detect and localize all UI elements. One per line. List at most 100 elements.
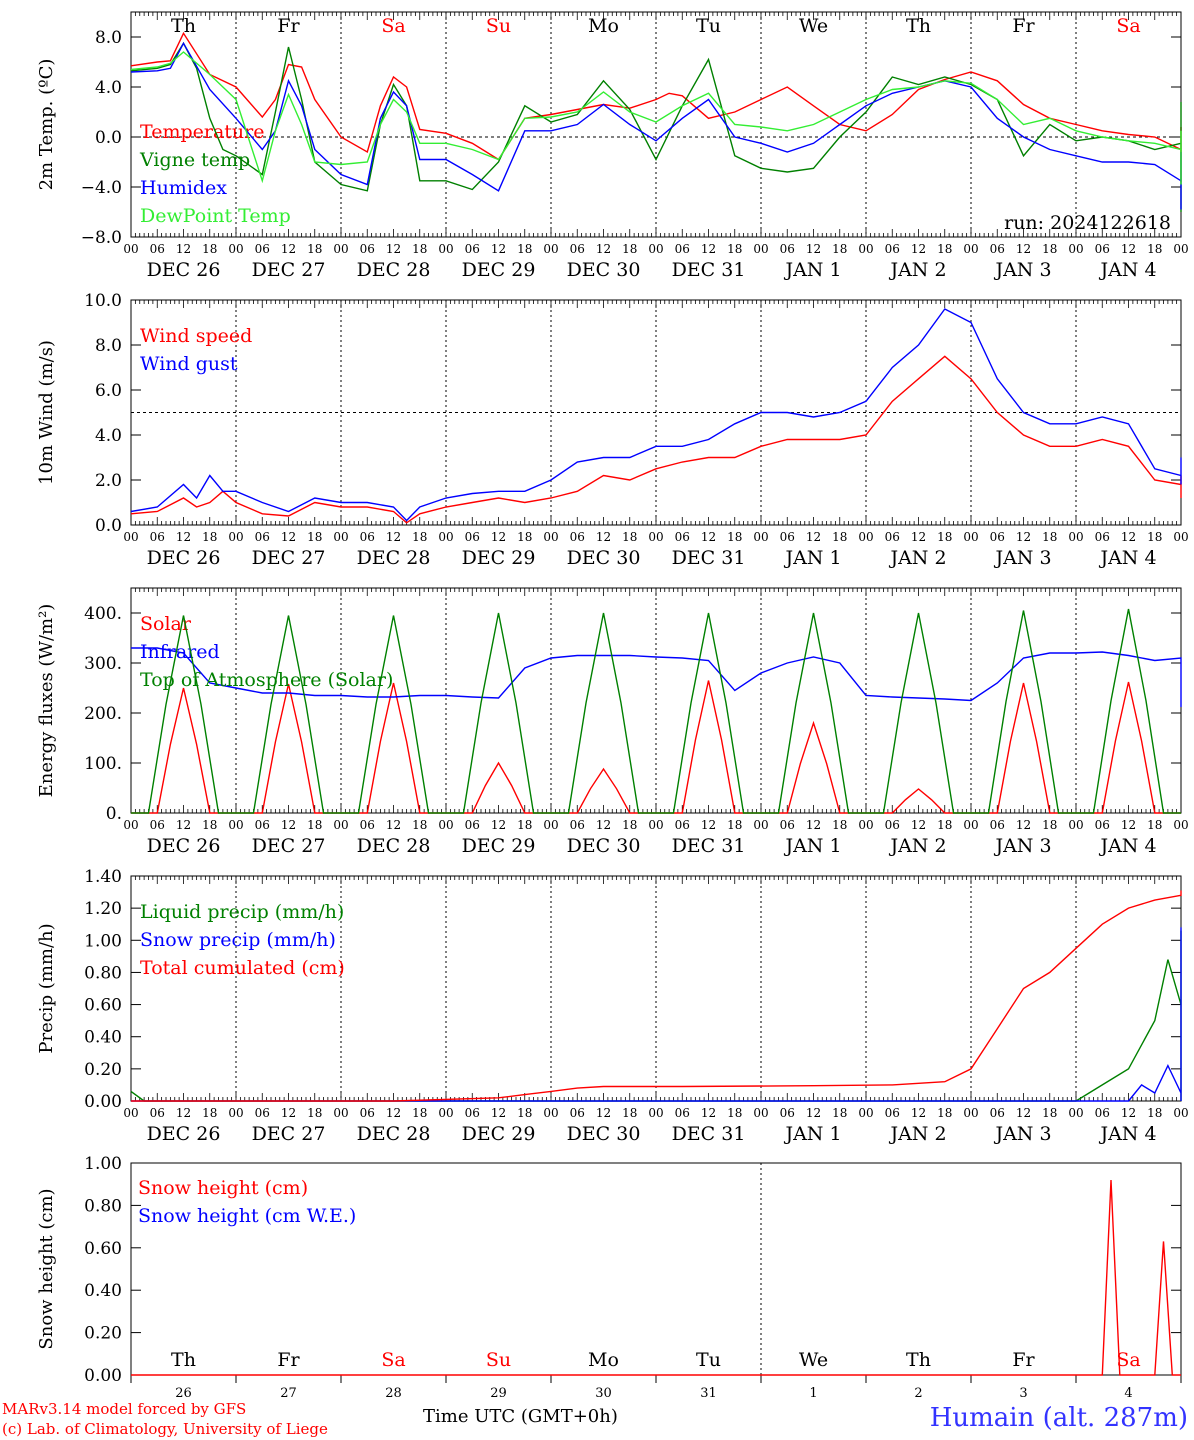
hour-label: 12 [806, 818, 821, 832]
hour-label: 18 [1147, 1106, 1162, 1120]
y-tick-label: 0.0 [95, 128, 122, 148]
date-label: DEC 29 [462, 835, 536, 857]
date-label: JAN 3 [993, 1123, 1051, 1145]
legend-entry: Snow height (cm) [138, 1177, 308, 1199]
hour-label: 06 [675, 1106, 690, 1120]
hour-label: 00 [438, 530, 453, 544]
y-tick-label: 0.80 [84, 1196, 122, 1216]
legend-entry: Wind gust [140, 353, 238, 375]
hour-label: 12 [701, 530, 716, 544]
hour-label: 06 [990, 1106, 1005, 1120]
hour-label: 12 [386, 242, 401, 256]
day-number-label: 2 [914, 1386, 922, 1400]
hour-label: 12 [1016, 1106, 1031, 1120]
weekday-label: Sa [381, 1349, 405, 1371]
weekday-label: Th [171, 15, 196, 37]
series-line-top-of-atmosphere-solar [131, 608, 1181, 814]
hour-label: 18 [1042, 242, 1057, 256]
hour-label: 18 [307, 242, 322, 256]
hour-label: 12 [911, 242, 926, 256]
hour-label: 00 [963, 530, 978, 544]
hour-label: 18 [517, 530, 532, 544]
y-axis-title: Energy fluxes (W/m²) [36, 604, 57, 798]
hour-label: 00 [753, 530, 768, 544]
y-tick-label: 10.0 [84, 291, 122, 311]
hour-label: 06 [990, 530, 1005, 544]
y-tick-label: 0.40 [84, 1281, 122, 1301]
weekday-label: Su [486, 1349, 511, 1371]
y-tick-label: −8.0 [81, 228, 122, 248]
day-number-label: 28 [385, 1386, 402, 1400]
hour-label: 12 [911, 818, 926, 832]
hour-label: 18 [832, 242, 847, 256]
date-label: DEC 30 [567, 259, 641, 281]
y-tick-label: 1.40 [84, 867, 122, 887]
hour-label: 12 [806, 242, 821, 256]
hour-label: 18 [727, 242, 742, 256]
hour-label: 12 [386, 1106, 401, 1120]
hour-label: 18 [517, 818, 532, 832]
hour-label: 06 [150, 530, 165, 544]
series-line-vigne-temp [130, 41, 1182, 212]
y-axis-title: Snow height (cm) [36, 1188, 57, 1349]
y-tick-label: 4.0 [95, 426, 122, 446]
hour-label: 12 [596, 1106, 611, 1120]
y-tick-label: 4.0 [95, 78, 122, 98]
date-label: DEC 31 [672, 547, 746, 569]
hour-label: 12 [806, 1106, 821, 1120]
date-label: JAN 2 [888, 547, 946, 569]
hour-label: 06 [360, 242, 375, 256]
hour-label: 06 [885, 530, 900, 544]
hour-label: 18 [622, 242, 637, 256]
date-label: DEC 26 [147, 835, 221, 857]
day-number-label: 30 [595, 1386, 612, 1400]
hour-label: 18 [307, 818, 322, 832]
hour-label: 18 [412, 1106, 427, 1120]
hour-label: 00 [123, 530, 138, 544]
hour-label: 18 [622, 818, 637, 832]
y-tick-label: 0.00 [84, 1092, 122, 1112]
date-label: JAN 3 [993, 259, 1051, 281]
hour-label: 12 [596, 818, 611, 832]
hour-label: 00 [228, 818, 243, 832]
weekday-label: Fr [1012, 15, 1035, 37]
hour-label: 00 [858, 242, 873, 256]
hour-label: 00 [1068, 530, 1083, 544]
date-label: DEC 29 [462, 259, 536, 281]
hour-label: 18 [1147, 818, 1162, 832]
y-tick-label: 200. [84, 704, 122, 724]
hour-label: 18 [1042, 818, 1057, 832]
hour-label: 06 [780, 818, 795, 832]
hour-label: 12 [176, 818, 191, 832]
hour-label: 12 [1121, 242, 1136, 256]
hour-label: 12 [1121, 818, 1136, 832]
y-tick-label: 2.0 [95, 471, 122, 491]
hour-label: 06 [1095, 530, 1110, 544]
hour-label: 00 [963, 818, 978, 832]
hour-label: 00 [858, 1106, 873, 1120]
hour-label: 06 [990, 242, 1005, 256]
date-label: DEC 28 [357, 547, 431, 569]
hour-label: 12 [1121, 530, 1136, 544]
legend-entry: Solar [140, 613, 192, 635]
hour-label: 18 [1042, 530, 1057, 544]
hour-label: 18 [307, 1106, 322, 1120]
date-label: JAN 4 [1098, 1123, 1156, 1145]
hour-label: 00 [123, 818, 138, 832]
hour-label: 06 [150, 818, 165, 832]
hour-label: 18 [832, 530, 847, 544]
date-label: DEC 27 [252, 835, 326, 857]
series-line-wind-gust [130, 308, 1182, 522]
hour-label: 12 [281, 1106, 296, 1120]
date-label: JAN 1 [783, 835, 841, 857]
hour-label: 18 [727, 1106, 742, 1120]
date-label: JAN 1 [783, 259, 841, 281]
weekday-label: Sa [381, 15, 405, 37]
weekday-label: We [799, 1349, 828, 1371]
legend-entry: Humidex [140, 177, 227, 199]
date-label: JAN 4 [1098, 547, 1156, 569]
day-number-label: 27 [280, 1386, 297, 1400]
hour-label: 00 [648, 1106, 663, 1120]
date-label: DEC 29 [462, 547, 536, 569]
hour-label: 06 [1095, 818, 1110, 832]
